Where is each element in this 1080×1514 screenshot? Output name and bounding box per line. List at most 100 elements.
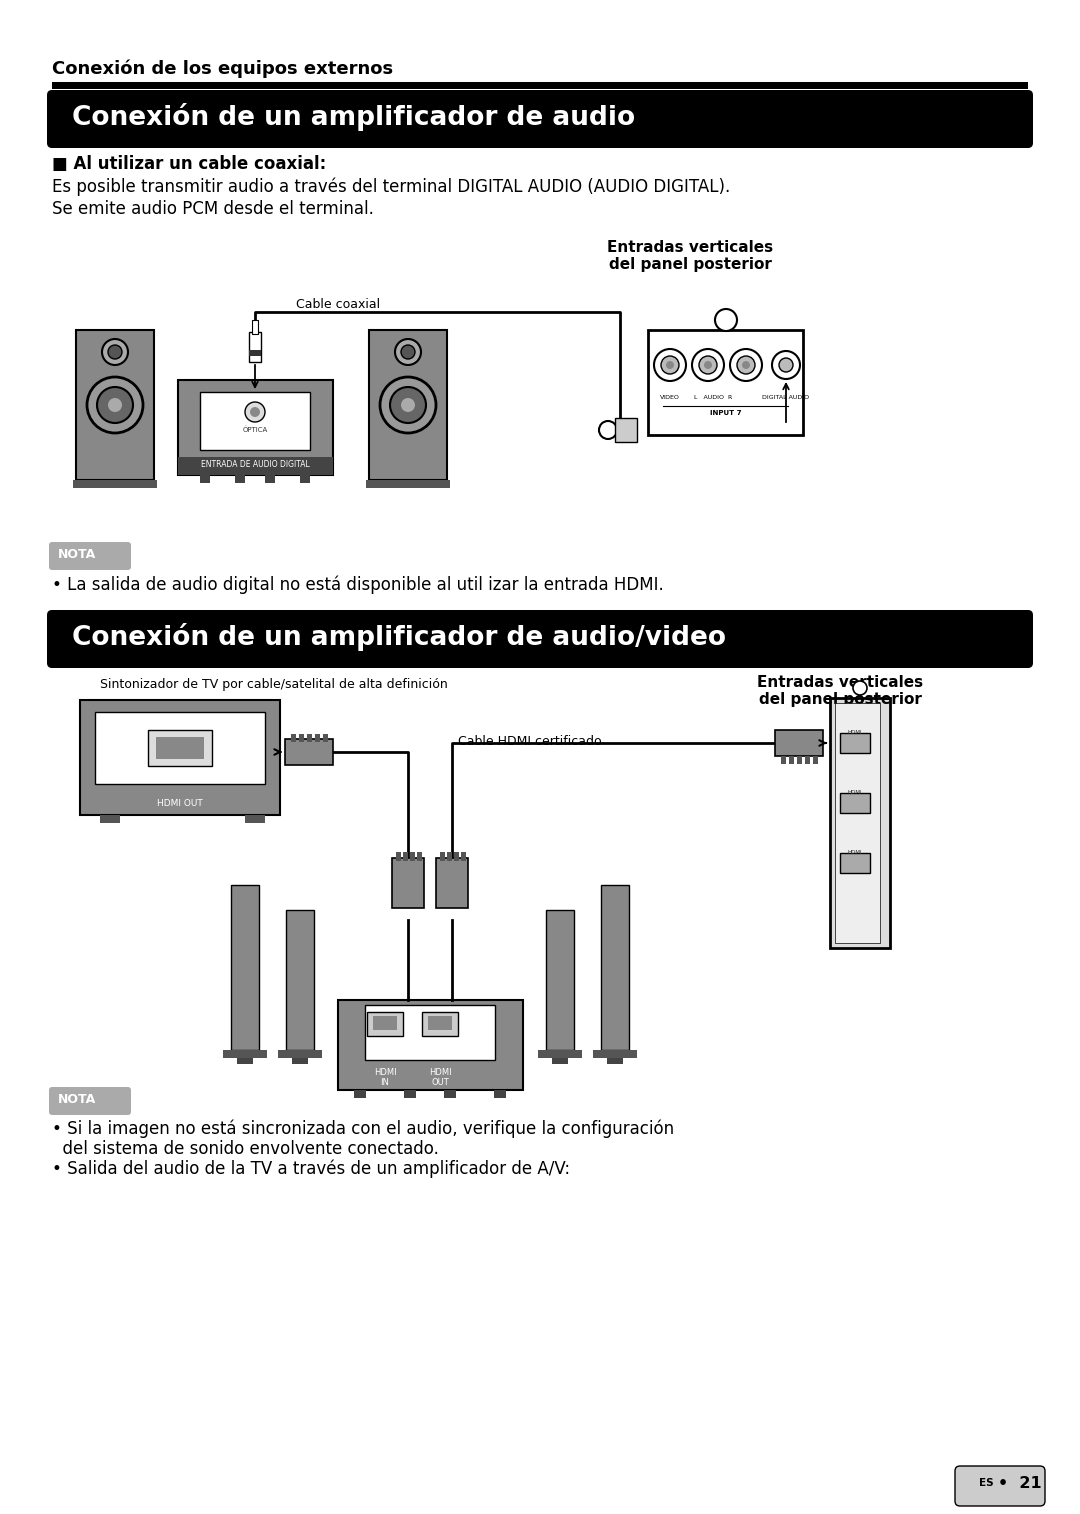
Bar: [615, 418, 637, 442]
Text: Es posible transmitir audio a través del terminal DIGITAL AUDIO (AUDIO DIGITAL).: Es posible transmitir audio a través del…: [52, 179, 730, 197]
FancyBboxPatch shape: [49, 1087, 131, 1114]
Circle shape: [97, 388, 133, 422]
Bar: [365, 1005, 495, 1060]
Bar: [76, 330, 154, 480]
Bar: [461, 852, 465, 861]
Text: HDMI
OUT: HDMI OUT: [429, 1067, 451, 1087]
Text: ÓPTICA: ÓPTICA: [242, 425, 268, 433]
Circle shape: [699, 356, 717, 374]
FancyBboxPatch shape: [48, 610, 1032, 668]
Bar: [278, 1051, 322, 1058]
Bar: [200, 392, 310, 450]
Bar: [593, 1051, 637, 1058]
FancyBboxPatch shape: [49, 542, 131, 569]
Bar: [417, 852, 422, 861]
Bar: [444, 1090, 456, 1098]
Bar: [428, 1016, 453, 1030]
Circle shape: [102, 339, 129, 365]
Bar: [835, 702, 880, 943]
Text: HDMI: HDMI: [848, 849, 862, 855]
Text: VIDEO: VIDEO: [660, 395, 680, 400]
Bar: [95, 712, 265, 784]
Bar: [338, 1001, 523, 1090]
Circle shape: [380, 377, 436, 433]
Bar: [52, 82, 1028, 89]
Bar: [840, 733, 870, 752]
Bar: [600, 886, 629, 1051]
Text: INPUT 7: INPUT 7: [711, 410, 742, 416]
Text: Sintonizador de TV por cable/satelital de alta definición: Sintonizador de TV por cable/satelital d…: [100, 678, 448, 690]
Circle shape: [742, 360, 750, 369]
Circle shape: [249, 407, 260, 416]
Bar: [245, 815, 265, 824]
Circle shape: [108, 398, 122, 412]
Bar: [252, 319, 258, 335]
Circle shape: [715, 309, 737, 332]
Bar: [100, 815, 120, 824]
Bar: [285, 739, 333, 765]
Circle shape: [599, 421, 617, 439]
Circle shape: [401, 398, 415, 412]
Bar: [797, 755, 802, 765]
Circle shape: [390, 388, 426, 422]
Text: L   AUDIO  R: L AUDIO R: [693, 395, 732, 400]
Bar: [367, 1011, 403, 1036]
Bar: [436, 858, 468, 908]
Circle shape: [661, 356, 679, 374]
Circle shape: [666, 360, 674, 369]
Text: HDMI OUT: HDMI OUT: [157, 799, 203, 808]
Text: ■ Al utilizar un cable coaxial:: ■ Al utilizar un cable coaxial:: [52, 154, 326, 173]
Circle shape: [395, 339, 421, 365]
Circle shape: [779, 357, 793, 372]
Text: •  21: • 21: [998, 1476, 1042, 1490]
Bar: [373, 1016, 397, 1030]
Bar: [831, 698, 890, 948]
Circle shape: [853, 681, 867, 695]
Circle shape: [108, 345, 122, 359]
Bar: [805, 755, 810, 765]
FancyBboxPatch shape: [955, 1466, 1045, 1506]
Text: Cable coaxial: Cable coaxial: [296, 298, 380, 310]
Bar: [315, 734, 320, 742]
Text: Entradas verticales
del panel posterior: Entradas verticales del panel posterior: [607, 241, 773, 273]
Bar: [648, 330, 804, 435]
Text: DIGITAL AUDIO: DIGITAL AUDIO: [762, 395, 810, 400]
Bar: [454, 852, 459, 861]
Text: • La salida de audio digital no está disponible al util izar la entrada HDMI.: • La salida de audio digital no está dis…: [52, 575, 664, 593]
FancyBboxPatch shape: [48, 89, 1032, 148]
Bar: [392, 858, 424, 908]
Text: ENTRADA DE AUDIO DIGITAL: ENTRADA DE AUDIO DIGITAL: [201, 460, 309, 469]
Bar: [538, 1051, 582, 1058]
Bar: [178, 380, 333, 475]
Text: HDMI: HDMI: [848, 790, 862, 795]
Bar: [237, 1058, 253, 1064]
Bar: [789, 755, 794, 765]
Circle shape: [245, 403, 265, 422]
Bar: [222, 1051, 267, 1058]
Text: Cable HDMI certificado: Cable HDMI certificado: [458, 734, 602, 748]
Bar: [249, 332, 261, 362]
Circle shape: [401, 345, 415, 359]
Bar: [286, 910, 314, 1051]
Bar: [265, 475, 275, 483]
Text: • Salida del audio de la TV a través de un amplificador de A/V:: • Salida del audio de la TV a través de …: [52, 1160, 570, 1178]
Bar: [148, 730, 212, 766]
Bar: [396, 852, 401, 861]
Text: Conexión de los equipos externos: Conexión de los equipos externos: [52, 61, 393, 79]
Text: NOTA: NOTA: [58, 1093, 96, 1107]
Bar: [440, 852, 445, 861]
Bar: [249, 350, 261, 356]
Circle shape: [730, 350, 762, 382]
Bar: [80, 699, 280, 815]
Bar: [366, 480, 450, 488]
Text: del sistema de sonido envolvente conectado.: del sistema de sonido envolvente conecta…: [52, 1140, 438, 1158]
Bar: [300, 475, 310, 483]
Bar: [235, 475, 245, 483]
Bar: [775, 730, 823, 755]
Text: HDMI
IN: HDMI IN: [374, 1067, 396, 1087]
Bar: [494, 1090, 507, 1098]
Bar: [178, 457, 333, 475]
Bar: [552, 1058, 568, 1064]
Text: HDMI: HDMI: [848, 730, 862, 734]
Text: Se emite audio PCM desde el terminal.: Se emite audio PCM desde el terminal.: [52, 200, 374, 218]
